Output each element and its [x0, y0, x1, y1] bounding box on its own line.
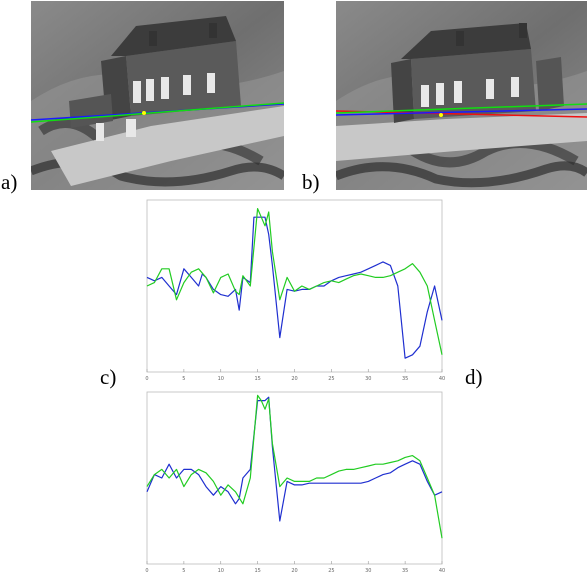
epipolar-line-green-b: [336, 103, 587, 114]
x-tick-label-d: 0: [145, 568, 148, 574]
x-tick-label-c: 40: [439, 376, 445, 382]
series-line-d-2: [146, 394, 443, 539]
plot-panel-d: 0 5 10 15 20 25 30 35 40: [133, 388, 449, 576]
x-tick-label-d: 25: [328, 568, 334, 574]
x-tick-label-d: 35: [402, 568, 408, 574]
panel-label-c: c): [100, 365, 117, 389]
photo-panel-a: [31, 1, 284, 190]
x-tick-label-c: 30: [365, 376, 371, 382]
house-photo-b: [336, 1, 587, 190]
match-point-b: [439, 113, 443, 117]
x-tick-label-d: 20: [291, 568, 297, 574]
plot-frame-d: [146, 391, 443, 565]
epipolar-line-blue-b: [336, 108, 587, 116]
x-tick-label-c: 5: [182, 376, 185, 382]
house-photo-a: [31, 1, 284, 190]
match-point: [142, 111, 146, 115]
series-line-d-1: [146, 396, 443, 522]
series-line-c-2: [146, 208, 443, 355]
x-tick-label-c: 0: [145, 376, 148, 382]
x-tick-label-c: 25: [328, 376, 334, 382]
x-tick-label-c: 10: [218, 376, 224, 382]
panel-label-b: b): [302, 170, 320, 194]
x-tick-label-d: 15: [254, 568, 260, 574]
x-tick-label-c: 15: [254, 376, 260, 382]
photo-panel-b: [336, 1, 587, 190]
epipolar-line-green: [31, 102, 284, 123]
panel-label-a: a): [1, 170, 18, 194]
plot-panel-c: 0 5 10 15 20 25 30 35 40: [133, 196, 449, 384]
line-chart-d: 0 5 10 15 20 25 30 35 40: [145, 391, 445, 574]
line-chart-c: 0 5 10 15 20 25 30 35 40: [145, 199, 445, 382]
x-tick-label-d: 30: [365, 568, 371, 574]
series-line-c-1: [146, 216, 443, 359]
x-tick-label-d: 10: [218, 568, 224, 574]
x-tick-label-d: 5: [182, 568, 185, 574]
x-tick-label-d: 40: [439, 568, 445, 574]
panel-label-d: d): [465, 365, 483, 389]
x-tick-label-c: 35: [402, 376, 408, 382]
x-tick-label-c: 20: [291, 376, 297, 382]
